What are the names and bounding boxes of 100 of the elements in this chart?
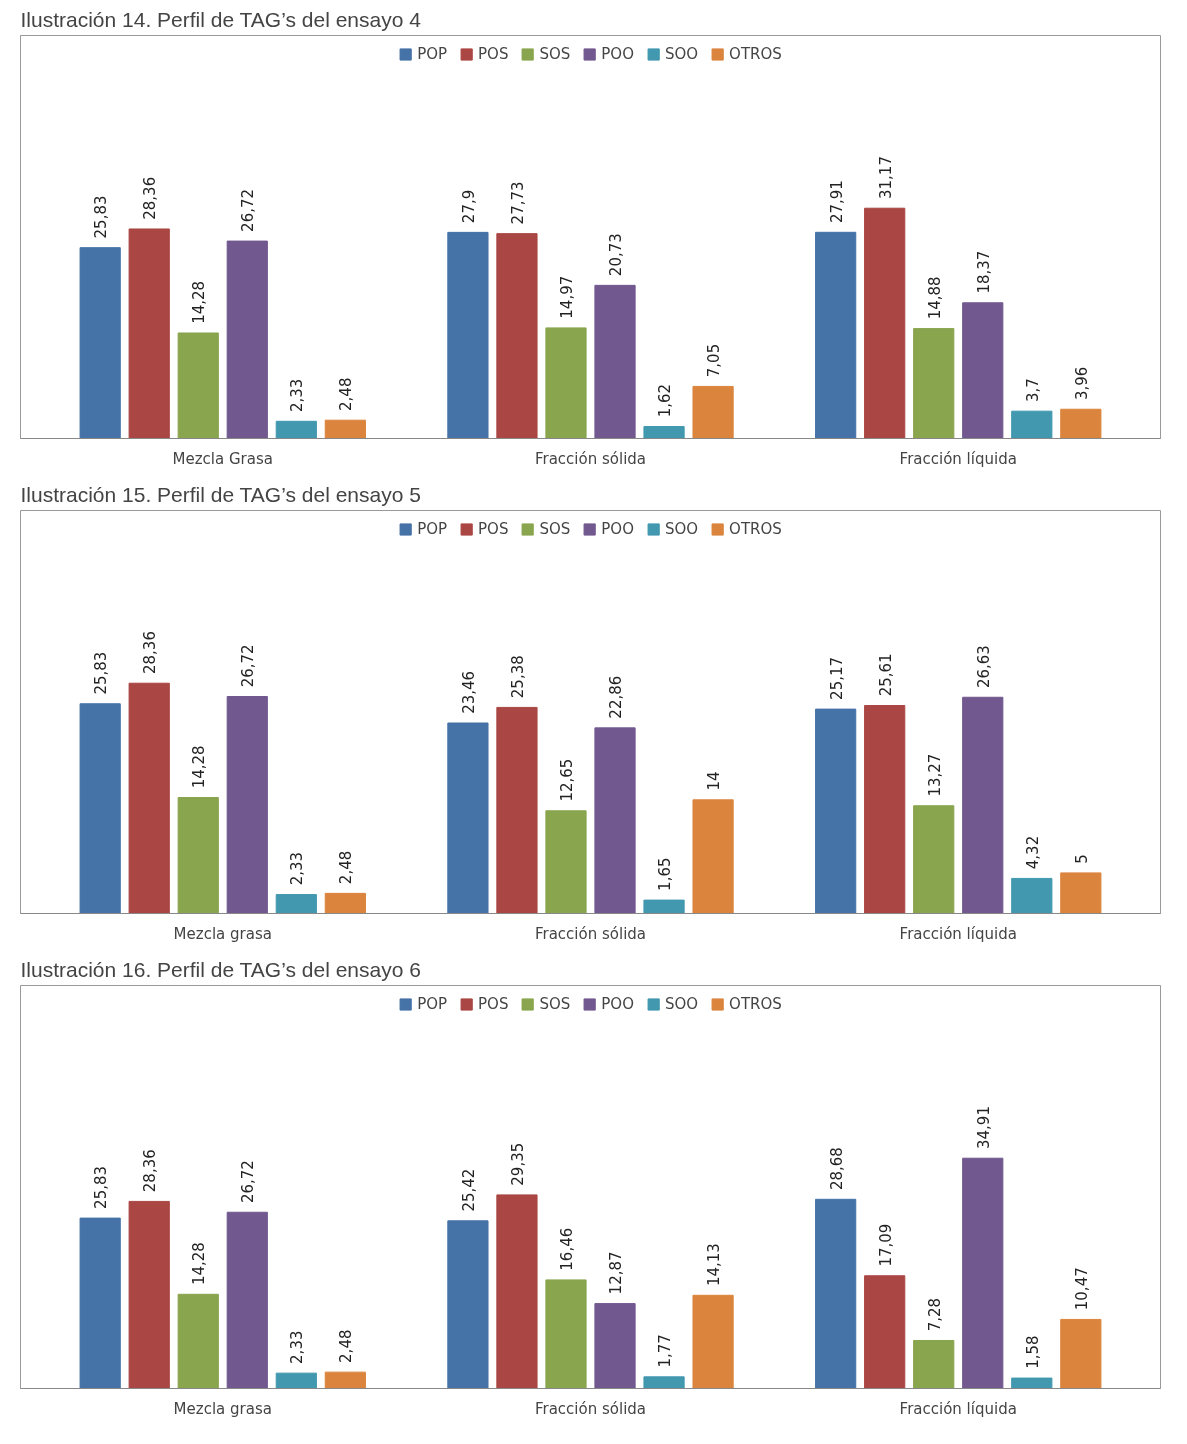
legend-label: SOO bbox=[664, 995, 699, 1013]
data-label: 14,97 bbox=[557, 275, 576, 319]
bar bbox=[864, 207, 906, 439]
data-label: 2,48 bbox=[337, 377, 356, 411]
bar bbox=[545, 810, 587, 914]
bar bbox=[692, 385, 734, 439]
data-label: 2,48 bbox=[337, 850, 356, 885]
data-label: 28,36 bbox=[141, 631, 160, 674]
bar bbox=[1060, 872, 1102, 914]
legend-label: POO bbox=[601, 995, 634, 1013]
data-label: 27,9 bbox=[459, 189, 478, 224]
bar bbox=[913, 805, 955, 914]
data-label: 25,83 bbox=[92, 651, 111, 695]
bar bbox=[864, 1275, 906, 1389]
data-label: 27,91 bbox=[827, 180, 846, 224]
legend-label: POP bbox=[417, 520, 448, 538]
legend-label: POO bbox=[601, 520, 634, 538]
bar bbox=[79, 703, 121, 914]
bar bbox=[815, 708, 857, 914]
data-label: 1,58 bbox=[1023, 1335, 1042, 1369]
bar bbox=[226, 1211, 268, 1389]
data-label: 3,96 bbox=[1072, 366, 1091, 401]
x-tick-label: Mezcla grasa bbox=[173, 1399, 272, 1418]
data-label: 14,88 bbox=[925, 276, 944, 320]
x-tick-label: Mezcla Grasa bbox=[172, 449, 273, 468]
bar bbox=[447, 722, 489, 914]
bar bbox=[496, 706, 538, 914]
bar bbox=[545, 1279, 587, 1389]
bar bbox=[128, 682, 170, 914]
data-label: 28,36 bbox=[141, 1149, 160, 1193]
data-label: 22,86 bbox=[607, 675, 626, 719]
bar bbox=[496, 1194, 538, 1389]
x-tick-label: Mezcla grasa bbox=[173, 924, 272, 943]
data-label: 12,87 bbox=[607, 1251, 626, 1295]
bar bbox=[692, 1294, 734, 1389]
bar bbox=[128, 1200, 170, 1389]
data-label: 25,61 bbox=[876, 653, 895, 697]
data-label: 1,77 bbox=[656, 1334, 675, 1368]
bar bbox=[962, 696, 1004, 914]
data-label: 23,46 bbox=[459, 670, 478, 714]
bar bbox=[594, 284, 636, 439]
data-label: 14,28 bbox=[190, 280, 209, 324]
bar bbox=[692, 799, 734, 914]
data-label: 20,73 bbox=[607, 233, 626, 277]
legend-label: POS bbox=[478, 995, 509, 1013]
data-label: 5 bbox=[1072, 854, 1091, 864]
data-label: 12,65 bbox=[557, 758, 576, 802]
x-tick-label: Fracción líquida bbox=[899, 449, 1017, 468]
data-label: 28,36 bbox=[141, 176, 160, 220]
data-label: 13,27 bbox=[925, 753, 944, 797]
bar bbox=[643, 1376, 685, 1389]
data-label: 14 bbox=[705, 771, 724, 791]
data-label: 10,47 bbox=[1072, 1267, 1091, 1311]
data-label: 2,33 bbox=[288, 851, 307, 886]
data-label: 25,83 bbox=[92, 195, 111, 239]
bar bbox=[177, 797, 219, 914]
data-label: 14,28 bbox=[190, 745, 209, 789]
data-label: 31,17 bbox=[876, 156, 895, 199]
legend-label: POP bbox=[417, 45, 448, 63]
bar bbox=[177, 1293, 219, 1389]
data-label: 2,48 bbox=[337, 1329, 356, 1363]
legend-label: SOS bbox=[539, 520, 571, 538]
chart-title: Ilustración 14. Perfil de TAG’s del ensayo 4 bbox=[20, 7, 422, 31]
data-label: 25,83 bbox=[92, 1165, 111, 1209]
legend-label: POO bbox=[601, 45, 634, 63]
bar bbox=[1011, 877, 1053, 914]
data-label: 16,46 bbox=[557, 1227, 576, 1271]
legend-label: OTROS bbox=[729, 520, 782, 538]
bar bbox=[447, 231, 489, 439]
data-label: 26,72 bbox=[239, 188, 258, 232]
bar bbox=[79, 247, 121, 439]
data-label: 25,42 bbox=[459, 1168, 478, 1212]
data-label: 25,17 bbox=[827, 656, 846, 700]
bar bbox=[643, 426, 685, 439]
data-label: 4,32 bbox=[1023, 835, 1042, 870]
bar bbox=[913, 328, 955, 439]
bar bbox=[962, 1157, 1004, 1389]
data-label: 17,09 bbox=[876, 1223, 895, 1267]
data-label: 25,38 bbox=[508, 655, 527, 699]
bar bbox=[128, 228, 170, 439]
bar bbox=[226, 696, 268, 914]
data-label: 34,91 bbox=[974, 1106, 993, 1149]
data-label: 1,62 bbox=[656, 383, 675, 418]
legend-label: SOS bbox=[539, 995, 571, 1013]
bar bbox=[864, 705, 906, 914]
data-label: 3,7 bbox=[1023, 378, 1042, 402]
legend-label: OTROS bbox=[729, 45, 782, 63]
legend-label: SOO bbox=[664, 45, 699, 63]
data-label: 7,28 bbox=[925, 1297, 944, 1332]
bar bbox=[815, 1198, 857, 1389]
data-label: 26,72 bbox=[239, 1160, 258, 1204]
data-label: 27,73 bbox=[508, 181, 527, 225]
x-tick-label: Fracción líquida bbox=[899, 924, 1017, 943]
chart-title: Ilustración 16. Perfil de TAG’s del ensayo 6 bbox=[20, 957, 421, 981]
x-tick-label: Fracción sólida bbox=[534, 1399, 647, 1418]
data-label: 7,05 bbox=[705, 343, 724, 378]
bar bbox=[275, 1372, 317, 1389]
legend-label: SOO bbox=[664, 520, 699, 538]
legend-label: SOS bbox=[539, 45, 571, 63]
bar bbox=[815, 231, 857, 439]
